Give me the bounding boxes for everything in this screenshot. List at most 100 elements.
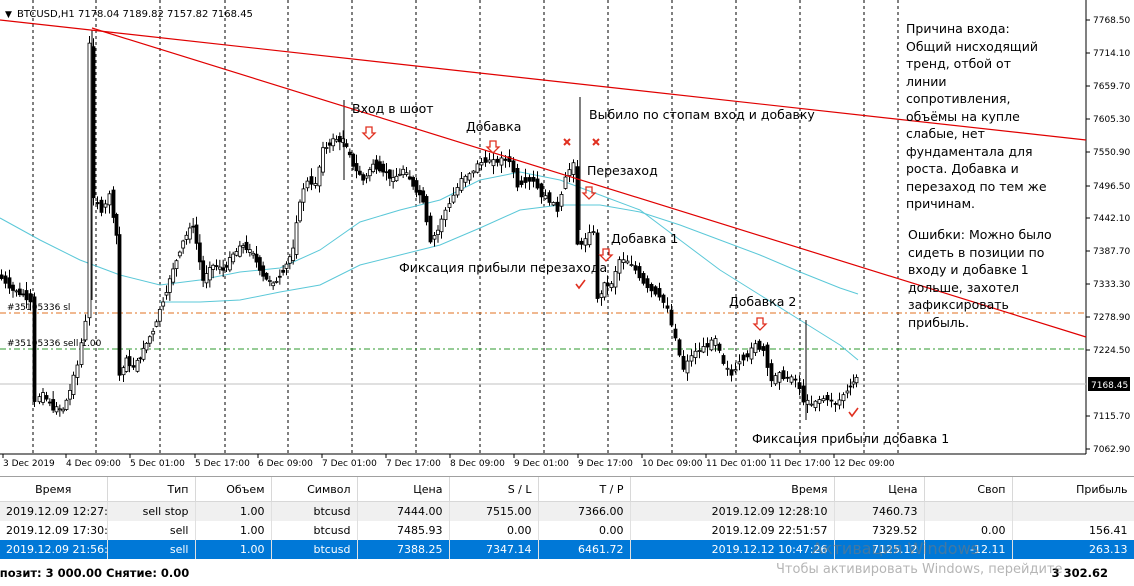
table-cell [924,501,1013,521]
candle-body [341,138,346,143]
column-header[interactable]: T / P [538,477,631,502]
column-header[interactable]: Цена [357,477,450,502]
candle-body [68,390,72,400]
candle-body [559,194,564,207]
candle-body [121,367,126,376]
candle-body [231,253,236,263]
candle-body [677,339,682,356]
candle-body [428,215,433,243]
chart-canvas[interactable]: ▼ BTCUSD,H1 7178.04 7189.82 7157.82 7168… [0,0,1134,476]
candle-body [555,201,560,212]
candle-body [367,169,372,177]
candle-body [211,264,216,270]
candle-body [371,163,376,173]
candle-body [499,157,504,166]
time-tick-label: 10 Dec 09:00 [642,459,703,469]
candle-body [641,273,646,284]
column-header[interactable]: Объем [195,477,272,502]
order-sell-label: #35105336 sell 1.00 [7,339,102,349]
candle-body [717,343,722,351]
candle-body [685,360,690,374]
candle-body [171,268,176,283]
moving-average-slow [160,204,859,303]
column-header[interactable]: Время [630,477,835,502]
candle-body [459,178,464,191]
candle-body [531,177,536,182]
price-chart[interactable]: ▼ BTCUSD,H1 7178.04 7189.82 7157.82 7168… [0,0,1134,476]
column-header[interactable]: Символ [271,477,358,502]
table-cell [1012,501,1134,521]
candle-body [384,171,389,174]
candle-body [83,320,88,341]
table-cell: 0.00 [924,521,1013,540]
column-header[interactable]: S / L [449,477,539,502]
column-header[interactable]: Тип [107,477,196,502]
sell-arrow-icon [581,186,597,200]
candle-body [745,353,750,358]
annotation-fix-add1: Фиксация прибыли добавка 1 [752,431,949,446]
table-row[interactable]: 2019.12.09 12:27:15sell stop1.00btcusd74… [0,501,1134,521]
candle-body [274,280,279,283]
candle-body [443,209,448,221]
candle-body [107,193,112,206]
candle-body [324,147,329,149]
candle-body [337,136,342,143]
column-header[interactable]: Цена [834,477,925,502]
candle-body [361,174,366,181]
candle-body [321,147,325,173]
candle-body [495,158,500,163]
candle-body [294,222,299,255]
candle-body [633,265,638,271]
candle-body [701,346,706,353]
price-tick-label: 7442.10 [1093,214,1130,224]
column-header[interactable]: Прибыль [1012,477,1134,502]
table-cell: 2019.12.09 12:27:15 [0,501,108,521]
candle-body [354,163,359,172]
trendline-upper[interactable] [0,19,1087,141]
candle-body [391,177,396,183]
trendline-lower[interactable] [91,27,1087,338]
candle-body [519,180,524,185]
current-price-badge [1088,377,1130,391]
candle-body [407,176,412,180]
chart-header: BTCUSD,H1 7178.04 7189.82 7157.82 7168.4… [17,9,253,20]
candle-body [761,346,766,351]
candle-body [364,175,369,179]
candle-body [197,242,202,263]
time-tick-label: 7 Dec 17:00 [386,459,441,469]
table-cell: btcusd [271,501,358,521]
candle-body [693,350,698,358]
candle-body [397,173,402,176]
candle-body [264,272,269,280]
candle-body [507,156,512,163]
candle-body [103,203,108,208]
candle-body [131,365,136,368]
candle-body [613,271,618,288]
candle-body [184,234,189,240]
time-tick-label: 8 Dec 09:00 [450,459,505,469]
candle-body [475,163,480,173]
candle-body [41,392,45,403]
candle-body [661,294,666,303]
candle-body [649,283,654,292]
candle-body [244,241,249,251]
table-row[interactable]: 2019.12.09 21:56:39sell1.00btcusd7388.25… [0,540,1134,559]
candle-body [317,166,322,187]
candle-body [17,288,22,296]
candle-body [845,390,850,394]
table-cell: 7366.00 [538,501,631,521]
symbol-menu-icon[interactable]: ▼ [5,10,12,20]
candle-body [424,196,429,223]
candle-body [583,238,588,246]
candle-body [277,275,282,278]
candle-body [298,201,302,222]
candle-body [725,367,730,370]
time-tick-label: 11 Dec 01:00 [706,459,767,469]
stop-cross-icon [592,138,600,146]
column-header[interactable]: Время [0,477,108,502]
candle-body [64,399,69,410]
candle-body [491,159,496,167]
column-header[interactable]: Своп [924,477,1013,502]
candle-body [75,364,80,378]
table-row[interactable]: 2019.12.09 17:30:13sell1.00btcusd7485.93… [0,521,1134,540]
